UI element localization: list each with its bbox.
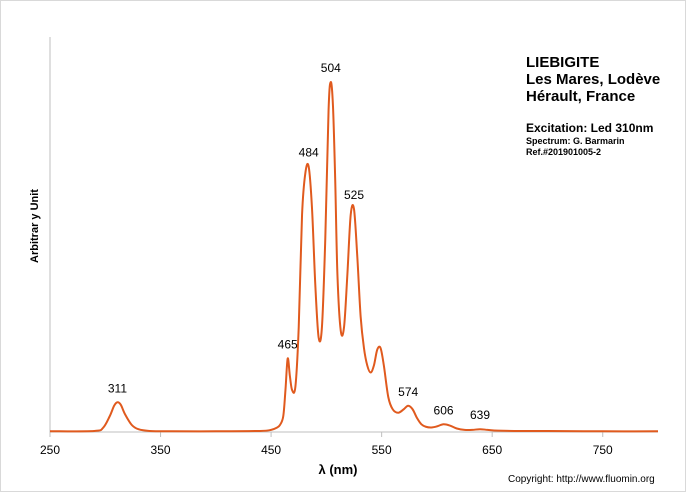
peak-annotations: 311 465 484 504 525 574 606 639 [108,61,490,422]
x-tick-label: 650 [482,443,502,457]
x-axis-title: λ (nm) [319,462,358,477]
x-tick-label: 350 [151,443,171,457]
title-line-2: Les Mares, Lodève [526,71,660,88]
x-ticks: 250 350 450 550 650 750 [40,432,613,457]
peak-label: 465 [278,338,298,352]
reference-label: Ref.#201901005-2 [526,147,601,157]
peak-label: 606 [434,403,454,417]
peak-label: 525 [344,188,364,202]
series-group [49,80,659,433]
x-tick-label: 250 [40,443,60,457]
peak-label: 639 [470,408,490,422]
title-line-1: LIEBIGITE [526,54,599,71]
copyright-text: Copyright: http://www.fluomin.org [508,474,655,485]
excitation-label: Excitation: Led 310nm [526,121,653,135]
x-tick-label: 550 [372,443,392,457]
x-tick-label: 450 [261,443,281,457]
spectrum-line [49,80,659,433]
peak-label: 574 [398,385,418,399]
spectrum-credit: Spectrum: G. Barmarin [526,136,625,146]
title-line-3: Hérault, France [526,88,635,105]
y-axis-title: Arbitrar y Unit [29,189,41,263]
peak-label: 311 [108,381,127,395]
peak-label: 504 [321,61,341,75]
peak-label: 484 [299,146,319,160]
x-tick-label: 750 [593,443,613,457]
